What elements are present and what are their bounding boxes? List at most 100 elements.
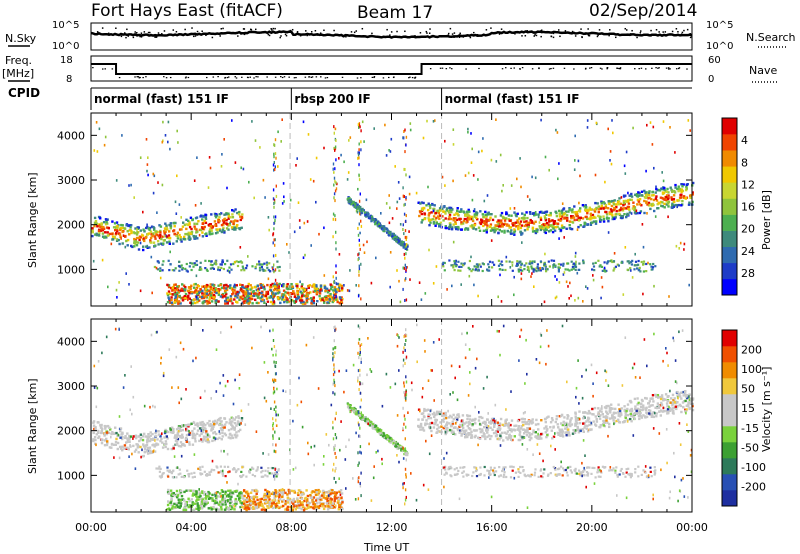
heatmap-cell [496,220,499,224]
nave-dot [246,76,249,78]
heatmap-cell [667,191,670,194]
heatmap-cell [454,217,457,220]
heatmap-cell [574,134,576,138]
cpid-segment-label: normal (fast) 151 IF [94,92,229,106]
heatmap-cell [335,158,337,162]
heatmap-cell [564,468,567,472]
heatmap-cell [221,296,224,299]
heatmap-cell [163,431,167,435]
heatmap-cell [435,431,438,434]
heatmap-cell [195,287,198,291]
heatmap-cell [504,466,507,469]
heatmap-cell [452,417,455,421]
heatmap-cell [523,264,526,267]
heatmap-cell [577,225,580,229]
heatmap-cell [594,173,597,177]
heatmap-cell [499,153,502,157]
heatmap-cell [335,264,337,268]
heatmap-cell [166,301,170,304]
nave-dot [550,67,552,70]
nsearch-dot [552,32,555,35]
heatmap-cell [597,259,600,262]
heatmap-cell [170,298,173,302]
heatmap-cell [634,252,636,256]
heatmap-cell [248,292,251,295]
heatmap-cell [211,264,214,267]
heatmap-cell [249,284,252,287]
heatmap-cell [225,227,229,230]
heatmap-cell [231,436,235,440]
heatmap-cell [691,402,694,406]
heatmap-cell [382,229,385,233]
heatmap-cell [328,298,331,301]
heatmap-cell [302,256,305,259]
heatmap-cell [338,157,340,160]
heatmap-cell [268,262,271,265]
nsearch-dot [296,31,299,33]
heatmap-cell [663,206,666,209]
heatmap-cell [110,242,113,246]
heatmap-cell [564,210,568,213]
heatmap-cell [102,227,106,230]
heatmap-cell [502,184,504,187]
heatmap-cell [557,426,560,429]
heatmap-cell [552,435,556,438]
heatmap-cell [405,246,408,249]
heatmap-cell [153,265,156,269]
heatmap-cell [276,260,279,263]
heatmap-cell [236,211,239,215]
heatmap-cell [626,205,629,209]
heatmap-cell [421,412,425,415]
heatmap-cell [169,147,171,151]
heatmap-cell [206,422,209,425]
heatmap-cell [258,269,262,272]
heatmap-cell [653,166,655,170]
heatmap-cell [238,227,241,230]
heatmap-cell [379,226,382,229]
heatmap-cell [641,223,644,226]
heatmap-cell [593,210,597,213]
nsearch-dot [683,29,685,32]
heatmap-cell [474,268,477,271]
heatmap-cell [209,290,212,294]
heatmap-cell [167,285,171,289]
heatmap-cell [420,212,423,216]
heatmap-cell [246,299,249,303]
heatmap-cell [457,225,460,229]
heatmap-cell [104,427,107,430]
nsearch-dot [440,36,443,38]
heatmap-cell [483,220,487,223]
heatmap-cell [592,265,596,268]
heatmap-cell [637,475,640,478]
heatmap-cell [555,128,557,132]
heatmap-cell [453,262,457,265]
heatmap-cell [447,211,451,214]
heatmap-cell [331,300,334,304]
heatmap-cell [113,443,116,446]
heatmap-cell [644,196,648,199]
heatmap-cell [247,282,250,286]
heatmap-cell [93,225,96,228]
heatmap-cell [280,140,282,143]
heatmap-cell [298,288,301,291]
heatmap-cell [662,410,666,413]
heatmap-cell [189,301,192,304]
heatmap-cell [139,229,142,232]
heatmap-cell [387,231,390,234]
heatmap-cell [365,198,368,202]
heatmap-cell [479,423,483,426]
heatmap-cell [499,433,502,436]
heatmap-cell [111,232,114,236]
heatmap-cell [552,264,555,267]
heatmap-cell [273,168,275,172]
heatmap-cell [427,415,430,418]
heatmap-cell [509,266,512,269]
heatmap-cell [545,221,549,225]
heatmap-cell [390,137,393,141]
heatmap-cell [142,210,144,214]
heatmap-cell [125,441,128,444]
heatmap-cell [210,300,214,303]
heatmap-cell [200,214,203,217]
heatmap-cell [100,228,103,231]
heatmap-cell [181,433,184,436]
